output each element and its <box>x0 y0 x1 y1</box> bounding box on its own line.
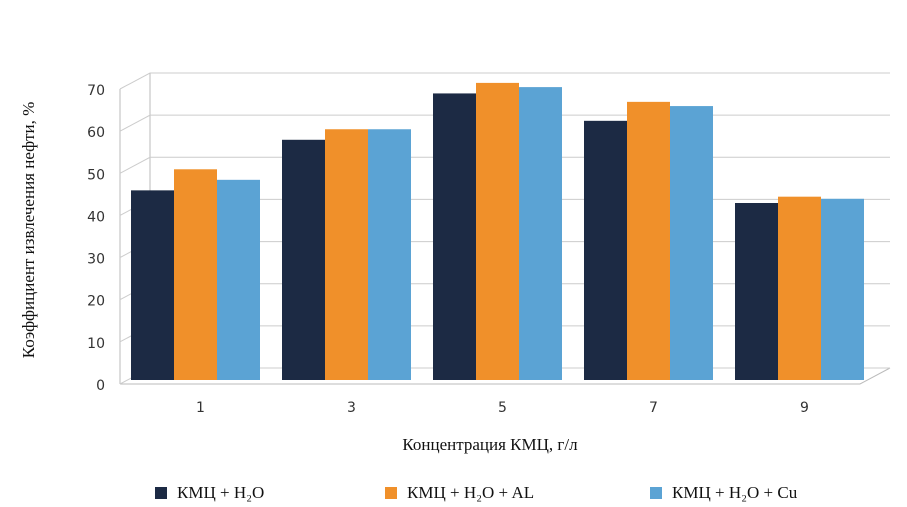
bar <box>821 198 864 380</box>
y-tick-label: 30 <box>87 252 105 268</box>
legend-marker <box>650 487 662 499</box>
legend-label: КМЦ + H₂O <box>177 483 264 502</box>
y-tick-label: 20 <box>87 294 105 310</box>
bar <box>282 139 325 380</box>
legend-label: КМЦ + H₂O + AL <box>407 483 534 502</box>
x-tick-label: 5 <box>498 400 507 416</box>
x-tick-label: 3 <box>347 400 356 416</box>
x-axis-label: Концентрация КМЦ, г/л <box>402 435 578 454</box>
x-tick-label: 9 <box>800 400 809 416</box>
legend-marker <box>155 487 167 499</box>
bar <box>131 190 174 380</box>
bar <box>433 93 476 380</box>
bar <box>368 129 411 380</box>
grid-line <box>119 72 890 90</box>
y-tick-label: 0 <box>96 378 105 394</box>
bar <box>735 203 778 380</box>
bar <box>174 169 217 380</box>
floor <box>120 367 891 385</box>
legend-marker <box>385 487 397 499</box>
y-tick-label: 50 <box>87 167 105 183</box>
bar <box>670 106 713 381</box>
bar <box>476 82 519 381</box>
bar <box>217 179 260 380</box>
y-tick-label: 40 <box>87 209 105 225</box>
x-tick-label: 1 <box>196 400 205 416</box>
y-axis-label: Коэффициент извлечения нефти, % <box>19 102 38 359</box>
bar <box>778 196 821 380</box>
bar <box>584 120 627 381</box>
legend-label: КМЦ + H₂O + Cu <box>672 483 798 502</box>
y-tick-label: 70 <box>87 83 105 99</box>
y-tick-label: 10 <box>87 336 105 352</box>
bar <box>325 129 368 380</box>
bar <box>627 101 670 380</box>
bar <box>519 87 562 380</box>
y-tick-label: 60 <box>87 125 105 141</box>
x-tick-label: 7 <box>649 400 658 416</box>
